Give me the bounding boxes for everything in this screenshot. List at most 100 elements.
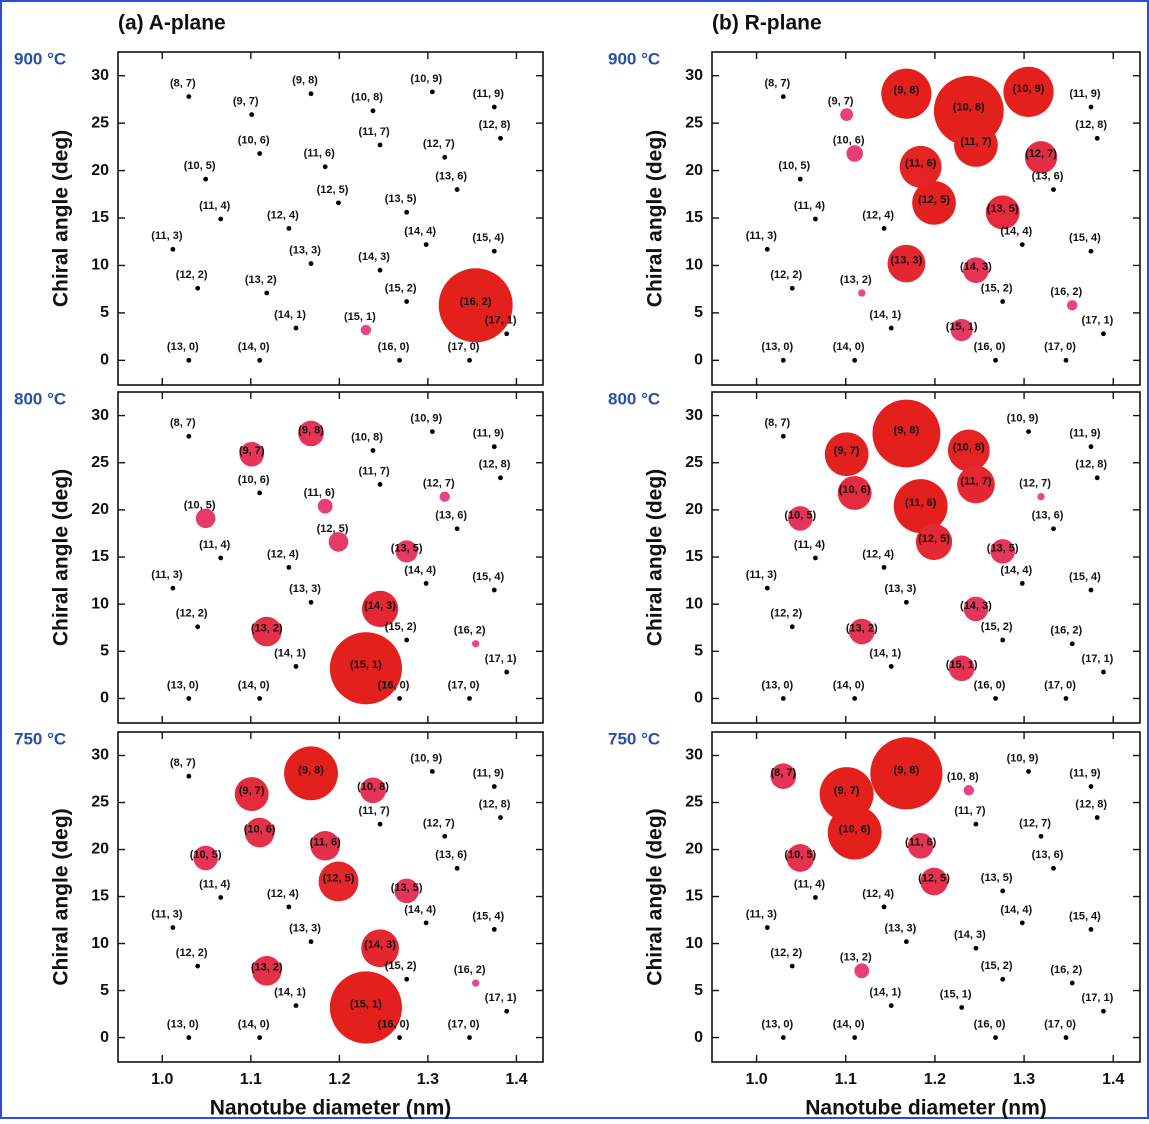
bubble [786, 844, 815, 872]
dot [195, 963, 201, 969]
point-label: (14, 4) [404, 225, 436, 237]
point-label: (8, 7) [170, 77, 196, 89]
bubble [893, 479, 948, 534]
dot [170, 246, 176, 252]
dot [257, 357, 263, 363]
bubble [840, 108, 854, 122]
bubble [920, 867, 948, 896]
point-label: (17, 1) [1082, 315, 1114, 327]
bubble [360, 324, 372, 336]
bubble [824, 432, 869, 477]
point-label: (12, 7) [423, 138, 455, 150]
dot [1088, 927, 1094, 932]
dot [429, 89, 435, 95]
point-label: (8, 7) [764, 77, 790, 89]
dot [973, 821, 979, 827]
point-label: (11, 3) [746, 569, 778, 581]
dot [429, 769, 435, 774]
point-label: (9, 7) [233, 96, 259, 108]
dot [218, 895, 224, 900]
dot [264, 290, 270, 296]
bubble [947, 429, 990, 472]
dot [813, 555, 818, 561]
point-label: (8, 7) [170, 417, 196, 429]
point-label: (13, 6) [1032, 170, 1064, 182]
point-label: (11, 4) [199, 539, 231, 551]
point-label: (11, 6) [905, 497, 937, 509]
bubble [395, 540, 418, 563]
point-label: (11, 6) [304, 487, 336, 499]
point-label: (15, 2) [385, 282, 417, 294]
point-label: (10, 5) [778, 160, 810, 172]
point-label: (15, 1) [344, 311, 376, 323]
dot [1019, 920, 1025, 926]
point-label: (9, 8) [894, 764, 920, 776]
point-label: (9, 7) [834, 445, 860, 457]
point-label: (11, 9) [1069, 767, 1101, 779]
point-label: (14, 3) [954, 929, 986, 941]
dot [780, 1035, 786, 1040]
y-tick-label: 30 [91, 407, 109, 424]
point-label: (13, 5) [391, 542, 423, 554]
point-label: (10, 5) [784, 849, 816, 861]
point-label: (9, 7) [239, 445, 265, 457]
dot [257, 151, 263, 156]
point-label: (15, 2) [981, 621, 1013, 633]
bubble [318, 861, 359, 902]
point-label: (16, 2) [1050, 964, 1082, 976]
point-label: (15, 1) [946, 659, 978, 671]
dot [504, 669, 510, 675]
point-label: (16, 2) [1050, 625, 1082, 637]
point-label: (14, 4) [1000, 564, 1032, 576]
dot [308, 91, 314, 97]
dot [1051, 526, 1056, 532]
point-label: (11, 7) [960, 475, 992, 487]
bubble [251, 956, 282, 986]
bubble [1037, 492, 1045, 501]
y-tick-label: 10 [91, 595, 109, 612]
point-label: (10, 5) [784, 509, 816, 521]
bubble [848, 618, 875, 645]
point-label: (12, 7) [423, 817, 455, 829]
point-label: (16, 0) [974, 341, 1006, 353]
point-label: (15, 4) [472, 571, 504, 583]
point-label: (13, 3) [884, 583, 916, 595]
point-label: (15, 2) [981, 282, 1013, 294]
bubble [251, 616, 282, 647]
point-label: (17, 0) [1044, 679, 1076, 691]
x-tick-label: 1.4 [1102, 1071, 1124, 1088]
dot [186, 773, 192, 779]
x-tick-label: 1.1 [835, 1071, 857, 1088]
point-label: (10, 8) [357, 781, 389, 793]
dot [764, 585, 770, 591]
point-label: (10, 8) [947, 771, 979, 783]
dot [377, 482, 383, 487]
point-label: (9, 8) [894, 424, 920, 436]
point-label: (14, 3) [364, 939, 396, 951]
dot [491, 248, 497, 254]
point-label: (8, 7) [770, 767, 796, 779]
point-label: (14, 4) [1000, 904, 1032, 916]
dot [186, 1035, 192, 1040]
point-label: (14, 0) [833, 1018, 865, 1030]
point-label: (15, 1) [940, 988, 972, 1000]
point-label: (13, 6) [435, 510, 467, 522]
dot [491, 784, 497, 789]
dot [454, 526, 460, 532]
point-label: (12, 5) [317, 184, 349, 196]
point-label: (10, 6) [238, 474, 270, 486]
point-label: (10, 9) [1007, 752, 1039, 764]
dot [454, 187, 460, 192]
dot [442, 154, 448, 160]
bubble [990, 539, 1015, 564]
point-label: (12, 8) [479, 798, 511, 810]
y-tick-label: 10 [685, 935, 703, 952]
point-label: (14, 3) [358, 251, 390, 263]
y-axis-label: Chiral angle (deg) [644, 130, 667, 307]
point-label: (10, 8) [351, 431, 383, 443]
dot [780, 696, 786, 701]
dot [888, 1003, 894, 1008]
point-label: (12, 2) [176, 608, 208, 620]
dot [170, 585, 176, 591]
